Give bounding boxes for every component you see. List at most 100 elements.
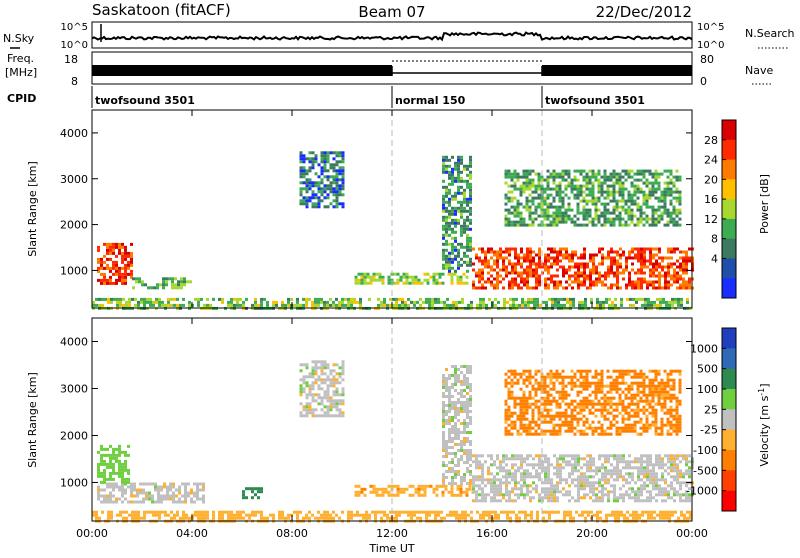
heat-cell xyxy=(616,427,619,430)
heat-cell xyxy=(321,187,324,190)
heat-cell xyxy=(637,472,640,475)
heat-cell xyxy=(101,304,104,307)
heat-cell xyxy=(577,269,580,272)
heat-cell xyxy=(631,182,634,185)
heat-cell xyxy=(418,488,421,491)
heat-cell xyxy=(622,373,625,376)
heat-cell xyxy=(544,496,547,499)
heat-cell xyxy=(562,388,565,391)
heat-cell xyxy=(658,457,661,460)
heat-cell xyxy=(421,494,424,497)
heat-cell xyxy=(445,377,448,380)
heat-cell xyxy=(604,197,607,200)
heat-cell xyxy=(505,427,508,430)
heat-cell xyxy=(514,209,517,212)
heat-cell xyxy=(309,390,312,393)
heat-cell xyxy=(458,301,461,304)
heat-cell xyxy=(610,406,613,409)
heat-cell xyxy=(496,472,499,475)
heat-cell xyxy=(580,170,583,173)
heat-cell xyxy=(685,251,688,254)
heat-cell xyxy=(460,180,463,183)
heat-cell xyxy=(634,382,637,385)
heat-cell xyxy=(634,254,637,257)
heat-cell xyxy=(604,212,607,215)
heat-cell xyxy=(562,173,565,176)
heat-cell xyxy=(685,454,688,457)
heat-cell xyxy=(103,498,106,501)
heat-cell xyxy=(547,403,550,406)
heat-cell xyxy=(613,206,616,209)
heat-cell xyxy=(166,498,169,501)
heat-cell xyxy=(658,257,661,260)
heat-cell xyxy=(508,433,511,436)
heat-cell xyxy=(568,278,571,281)
heat-cell xyxy=(529,490,532,493)
heat-cell xyxy=(300,157,303,160)
heat-cell xyxy=(303,166,306,169)
heat-cell xyxy=(583,463,586,466)
heat-cell xyxy=(643,481,646,484)
heat-cell xyxy=(646,194,649,197)
heat-cell xyxy=(127,445,130,448)
heat-cell xyxy=(547,182,550,185)
heat-cell xyxy=(553,197,556,200)
heat-cell xyxy=(508,281,511,284)
heat-cell xyxy=(505,182,508,185)
heat-cell xyxy=(156,283,159,286)
heat-cell xyxy=(109,483,112,486)
heat-cell xyxy=(306,375,309,378)
heat-cell xyxy=(559,209,562,212)
heat-cell xyxy=(535,218,538,221)
heat-cell xyxy=(580,433,583,436)
heat-cell xyxy=(625,430,628,433)
heat-cell xyxy=(451,207,454,210)
heat-cell xyxy=(616,499,619,502)
heat-cell xyxy=(607,197,610,200)
heat-cell xyxy=(631,203,634,206)
heat-cell xyxy=(445,207,448,210)
heat-cell xyxy=(457,186,460,189)
heat-cell xyxy=(514,397,517,400)
heat-cell xyxy=(347,298,350,301)
heat-cell xyxy=(496,466,499,469)
heat-cell xyxy=(505,454,508,457)
heat-cell xyxy=(565,463,568,466)
heat-cell xyxy=(547,397,550,400)
heat-cell xyxy=(613,176,616,179)
heat-cell xyxy=(547,194,550,197)
heat-cell xyxy=(373,276,376,279)
heat-cell xyxy=(97,498,100,501)
heat-cell xyxy=(508,382,511,385)
heat-cell xyxy=(514,469,517,472)
heat-cell xyxy=(124,469,127,472)
heat-cell xyxy=(454,389,457,392)
heat-cell xyxy=(580,224,583,227)
heat-cell xyxy=(658,182,661,185)
heat-cell xyxy=(532,260,535,263)
heat-cell xyxy=(652,212,655,215)
heat-cell xyxy=(445,443,448,446)
heat-cell xyxy=(679,179,682,182)
heat-cell xyxy=(565,409,568,412)
heat-cell xyxy=(565,248,568,251)
heat-cell xyxy=(133,501,136,504)
heat-cell xyxy=(124,270,127,273)
heat-cell xyxy=(610,433,613,436)
heat-cell xyxy=(610,224,613,227)
heat-cell xyxy=(643,385,646,388)
heat-cell xyxy=(511,212,514,215)
heat-cell xyxy=(682,257,685,260)
heat-cell xyxy=(610,212,613,215)
heat-cell xyxy=(523,400,526,403)
heat-cell xyxy=(625,173,628,176)
heat-cell xyxy=(547,409,550,412)
heat-cell xyxy=(571,403,574,406)
heat-cell xyxy=(330,372,333,375)
heat-cell xyxy=(287,298,290,301)
heat-cell xyxy=(682,284,685,287)
heat-cell xyxy=(454,377,457,380)
heat-cell xyxy=(529,260,532,263)
heat-cell xyxy=(634,427,637,430)
heat-cell xyxy=(640,278,643,281)
